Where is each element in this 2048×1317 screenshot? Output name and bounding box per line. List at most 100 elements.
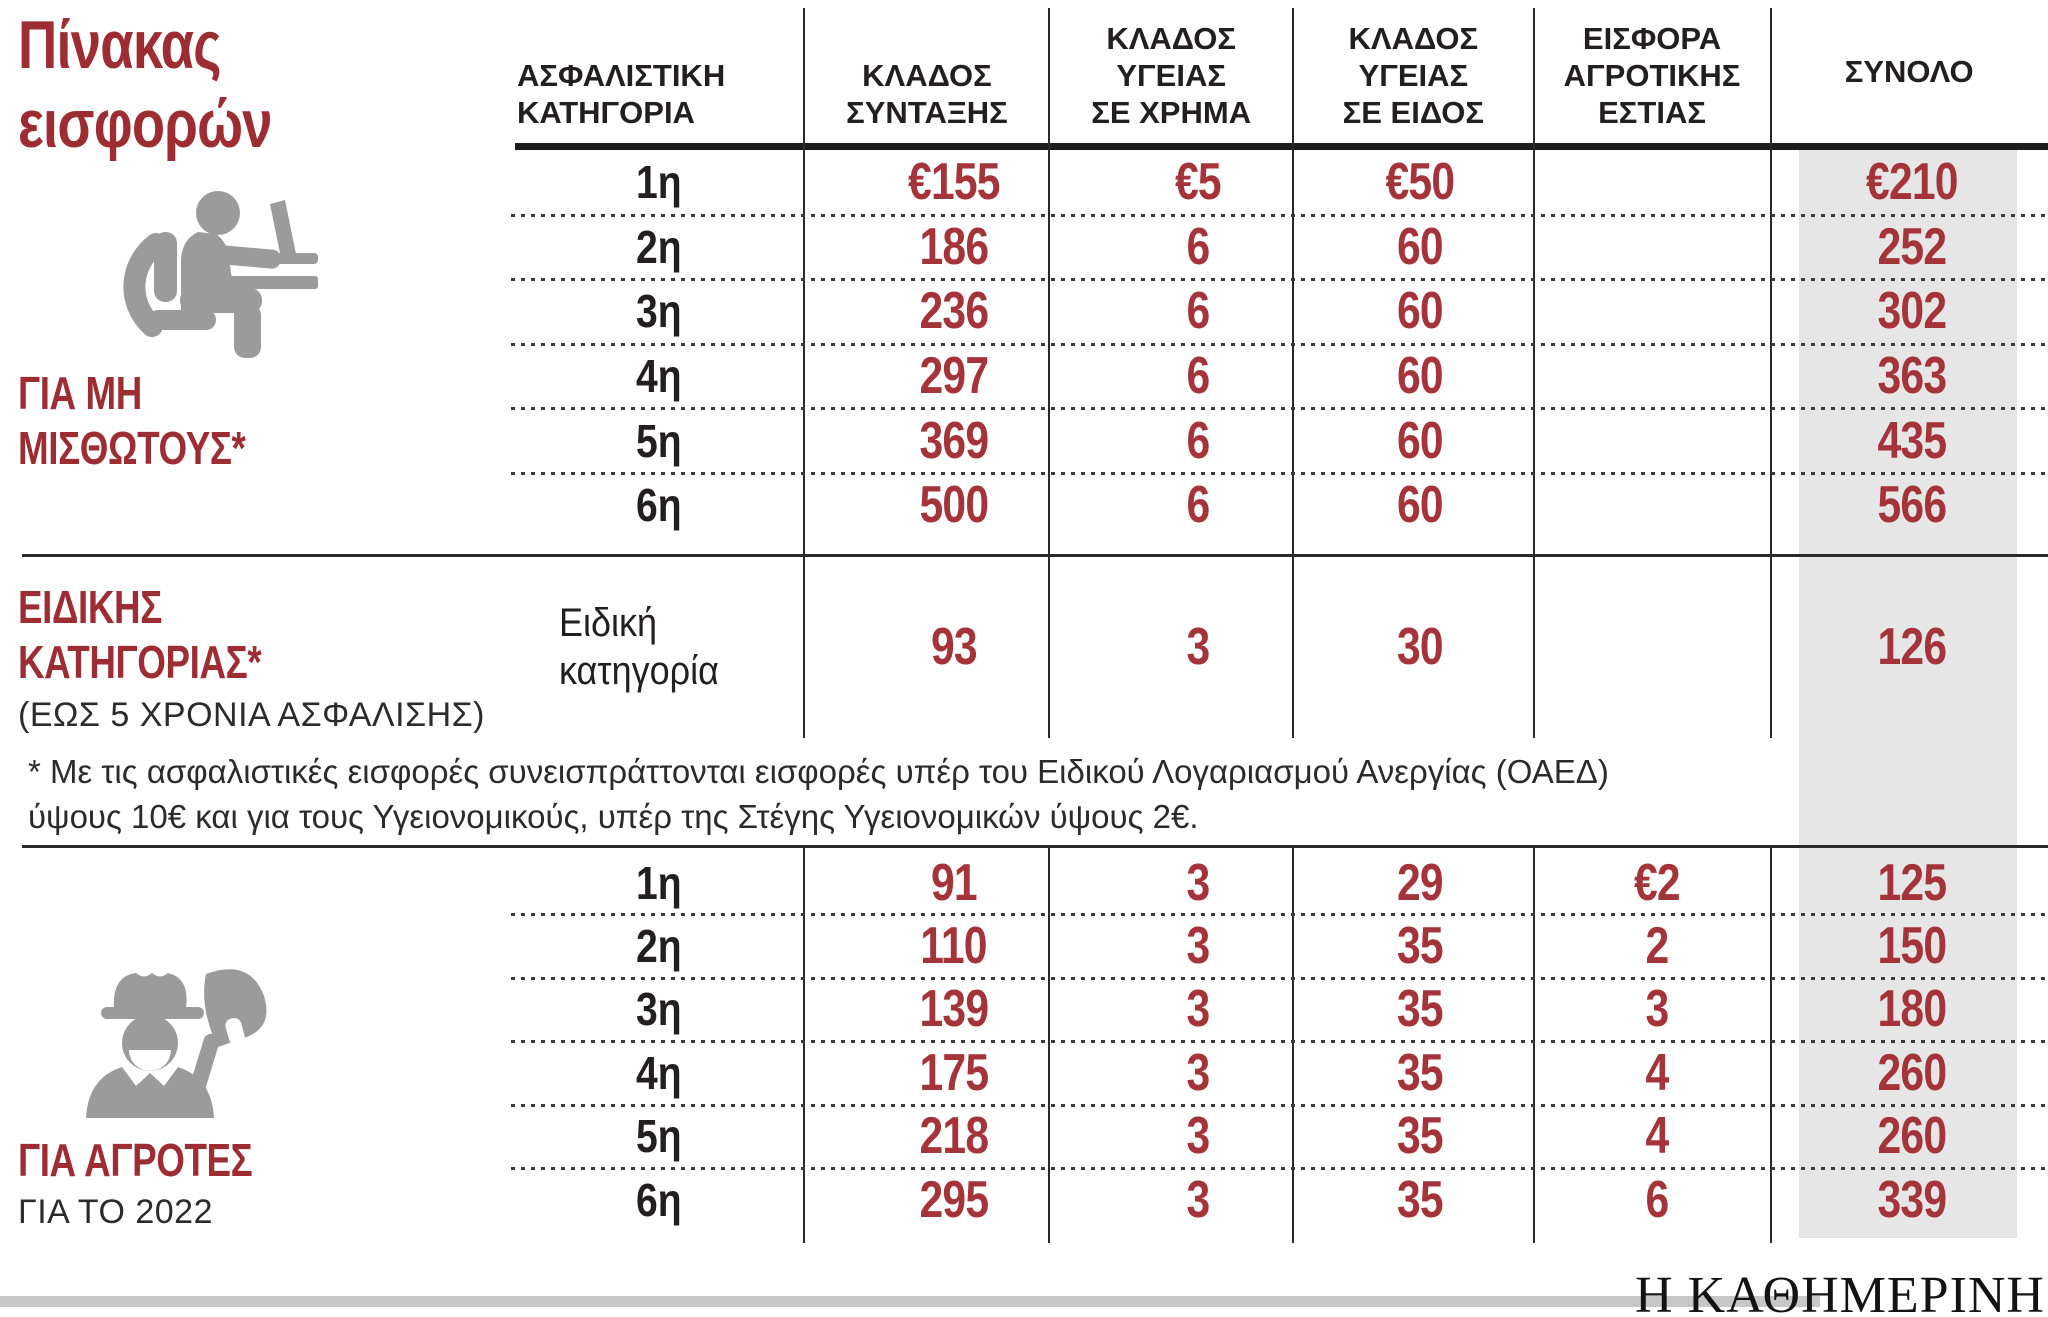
total-value: 252 xyxy=(1877,217,1948,276)
pension-value: 236 xyxy=(919,282,989,341)
health-cash-value: €5 xyxy=(1175,153,1222,212)
pension-value: 175 xyxy=(919,1043,989,1102)
page-title: Πίνακας εισφορών xyxy=(18,7,273,162)
total-value: 363 xyxy=(1877,347,1948,406)
table-row: 2η 186 6 60 252 xyxy=(511,213,2048,280)
column-divider xyxy=(1048,847,1050,1243)
column-divider xyxy=(1770,847,1772,1243)
health-cash-value: 3 xyxy=(1186,980,1211,1039)
total-value: 260 xyxy=(1877,1043,1948,1102)
pension-value: 295 xyxy=(919,1170,989,1229)
table-row: 5η 369 6 60 435 xyxy=(511,407,2048,473)
health-kind-value: 35 xyxy=(1396,1170,1444,1229)
table-row: 4η 297 6 60 363 xyxy=(511,342,2048,409)
health-cash-value: 6 xyxy=(1186,476,1211,535)
pension-value: 297 xyxy=(919,347,989,406)
table-farmers: 1η 91 3 29 €2 125 2η 110 3 35 2 150 3η 1… xyxy=(511,851,2048,1231)
column-divider xyxy=(803,847,805,1243)
header-underline xyxy=(515,143,2048,150)
section-label-farmers: ΓΙΑ ΑΓΡΟΤΕΣ xyxy=(18,1134,253,1186)
footnote-line: ύψους 10€ και για τους Υγειονομικούς, υπ… xyxy=(28,797,1199,835)
row-category: 5η xyxy=(636,1110,682,1163)
health-cash-value: 6 xyxy=(1186,411,1211,470)
health-cash-value: 3 xyxy=(1186,853,1211,912)
table-row: Ειδική κατηγορία 93 3 30 126 xyxy=(515,557,2048,737)
row-category: 2η xyxy=(636,220,682,273)
column-divider xyxy=(1292,847,1294,1243)
agro-fund-value: 6 xyxy=(1645,1170,1669,1229)
health-cash-value: 6 xyxy=(1186,347,1211,406)
pension-value: 186 xyxy=(919,217,989,276)
agro-fund-value: 4 xyxy=(1645,1107,1669,1166)
section-sublabel-farmers: ΓΙΑ ΤΟ 2022 xyxy=(18,1193,213,1231)
health-kind-value: €50 xyxy=(1385,153,1455,212)
table-row: 3η 139 3 35 3 180 xyxy=(511,976,2048,1041)
health-kind-value: 35 xyxy=(1396,917,1444,976)
footnote-line: * Με τις ασφαλιστικές εισφορές συνεισπρά… xyxy=(28,753,1609,790)
column-header-category: ΑΣΦΑΛΙΣΤΙΚΗ ΚΑΤΗΓΟΡΙΑ xyxy=(517,58,726,131)
pension-value: 218 xyxy=(919,1107,989,1166)
total-value: 302 xyxy=(1877,282,1948,341)
column-divider xyxy=(1533,8,1535,738)
row-category: 3η xyxy=(636,983,682,1036)
pension-value: 91 xyxy=(930,853,978,912)
health-cash-value: 3 xyxy=(1186,1107,1211,1166)
health-cash-value: 3 xyxy=(1186,917,1211,976)
footnote: * Με τις ασφαλιστικές εισφορές συνεισπρά… xyxy=(28,750,1609,839)
health-cash-value: 6 xyxy=(1186,282,1211,341)
agro-fund-value: 4 xyxy=(1645,1043,1669,1102)
health-kind-value: 30 xyxy=(1396,618,1444,676)
total-value: 126 xyxy=(1877,618,1948,676)
health-kind-value: 60 xyxy=(1396,282,1444,341)
kathimerini-logo: Η ΚΑΘΗΜΕΡΙΝΗ xyxy=(1635,1267,2045,1317)
table-row: 6η 500 6 60 566 xyxy=(511,471,2048,538)
table-row: 4η 175 3 35 4 260 xyxy=(511,1040,2048,1104)
agro-fund-value: 3 xyxy=(1645,980,1669,1039)
row-category: Ειδική κατηγορία xyxy=(559,601,719,693)
health-cash-value: 3 xyxy=(1186,1043,1211,1102)
section-label-non-salaried: ΓΙΑ ΜΗ ΜΙΣΘΩΤΟΥΣ* xyxy=(18,367,246,475)
column-divider xyxy=(1292,8,1294,738)
person-laptop-icon xyxy=(123,191,318,358)
pension-value: 369 xyxy=(919,411,989,470)
health-cash-value: 3 xyxy=(1186,1170,1211,1229)
row-category: 6η xyxy=(636,479,682,532)
column-divider xyxy=(1770,8,1772,738)
total-column-band xyxy=(1799,150,2017,1238)
total-value: 125 xyxy=(1877,853,1948,912)
row-category: 4η xyxy=(636,350,682,403)
health-cash-value: 3 xyxy=(1186,618,1211,676)
total-value: 180 xyxy=(1877,980,1948,1039)
table-row: 5η 218 3 35 4 260 xyxy=(511,1103,2048,1168)
total-value: 260 xyxy=(1877,1107,1948,1166)
section-sublabel-special-category: (ΕΩΣ 5 ΧΡΟΝΙΑ ΑΣΦΑΛΙΣΗΣ) xyxy=(18,696,485,734)
total-value: 339 xyxy=(1877,1170,1948,1229)
total-value: 566 xyxy=(1877,476,1948,535)
health-kind-value: 60 xyxy=(1396,476,1444,535)
health-kind-value: 35 xyxy=(1396,1043,1444,1102)
pension-value: 93 xyxy=(930,618,978,676)
health-kind-value: 35 xyxy=(1396,980,1444,1039)
health-cash-value: 6 xyxy=(1186,217,1211,276)
section-divider-line xyxy=(22,845,2048,848)
total-value: 150 xyxy=(1877,917,1948,976)
total-value: 435 xyxy=(1877,411,1948,470)
row-category: 4η xyxy=(636,1046,682,1099)
pension-value: 110 xyxy=(920,917,987,976)
pension-value: €155 xyxy=(907,153,1000,212)
column-divider xyxy=(1048,8,1050,738)
column-divider xyxy=(1533,847,1535,1243)
row-category: 5η xyxy=(636,414,682,467)
farmer-shovel-icon xyxy=(86,969,267,1118)
table-special-category: Ειδική κατηγορία 93 3 30 126 xyxy=(515,557,2048,737)
column-header-health-kind: ΚΛΑΔΟΣ ΥΓΕΙΑΣ ΣΕ ΕΙΔΟΣ xyxy=(1342,21,1485,131)
table-row: 2η 110 3 35 2 150 xyxy=(511,913,2048,977)
health-kind-value: 29 xyxy=(1396,853,1444,912)
table-row: 6η 295 3 35 6 339 xyxy=(511,1166,2048,1231)
column-header-health-cash: ΚΛΑΔΟΣ ΥΓΕΙΑΣ ΣΕ ΧΡΗΜΑ xyxy=(1091,21,1252,131)
row-category: 1η xyxy=(636,856,682,909)
health-kind-value: 60 xyxy=(1396,411,1444,470)
table-row: 1η €155 €5 €50 €210 xyxy=(515,150,2048,215)
pension-value: 500 xyxy=(919,476,989,535)
